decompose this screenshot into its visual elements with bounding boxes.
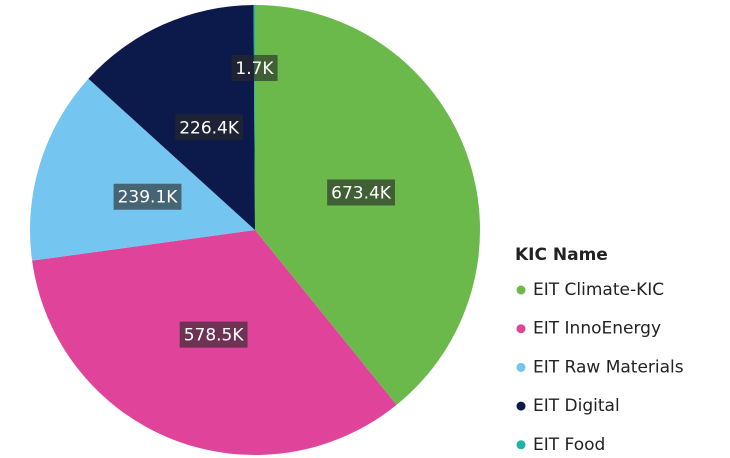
legend-label: EIT Food	[533, 435, 605, 455]
data-label: 226.4K	[175, 114, 244, 141]
data-label-bg	[113, 183, 182, 210]
data-label-text: 578.5K	[184, 326, 245, 346]
data-label-bg	[175, 114, 244, 141]
legend-marker	[516, 324, 526, 334]
data-label-bg	[179, 321, 248, 348]
data-label-text: 1.7K	[235, 59, 274, 79]
legend-title: KIC Name	[515, 245, 608, 265]
data-label: 673.4K	[327, 179, 395, 206]
data-label-bg	[327, 179, 395, 206]
data-label-text: 226.4K	[179, 118, 240, 138]
legend-marker	[516, 401, 526, 411]
legend-marker	[516, 285, 526, 295]
data-label: 578.5K	[179, 321, 248, 348]
legend-label: EIT Climate-KIC	[533, 280, 664, 300]
data-label: 239.1K	[113, 183, 182, 210]
data-label-bg	[231, 55, 278, 82]
legend-marker	[516, 362, 526, 372]
legend-marker	[516, 440, 526, 450]
data-label-text: 673.4K	[331, 183, 392, 203]
pie-slice	[29, 78, 255, 261]
data-label: 1.7K	[231, 55, 278, 82]
legend-label: EIT Raw Materials	[533, 357, 684, 377]
legend-label: EIT InnoEnergy	[533, 319, 661, 339]
pie-slice	[88, 5, 255, 230]
data-label-text: 239.1K	[118, 188, 179, 208]
legend-label: EIT Digital	[533, 396, 620, 416]
